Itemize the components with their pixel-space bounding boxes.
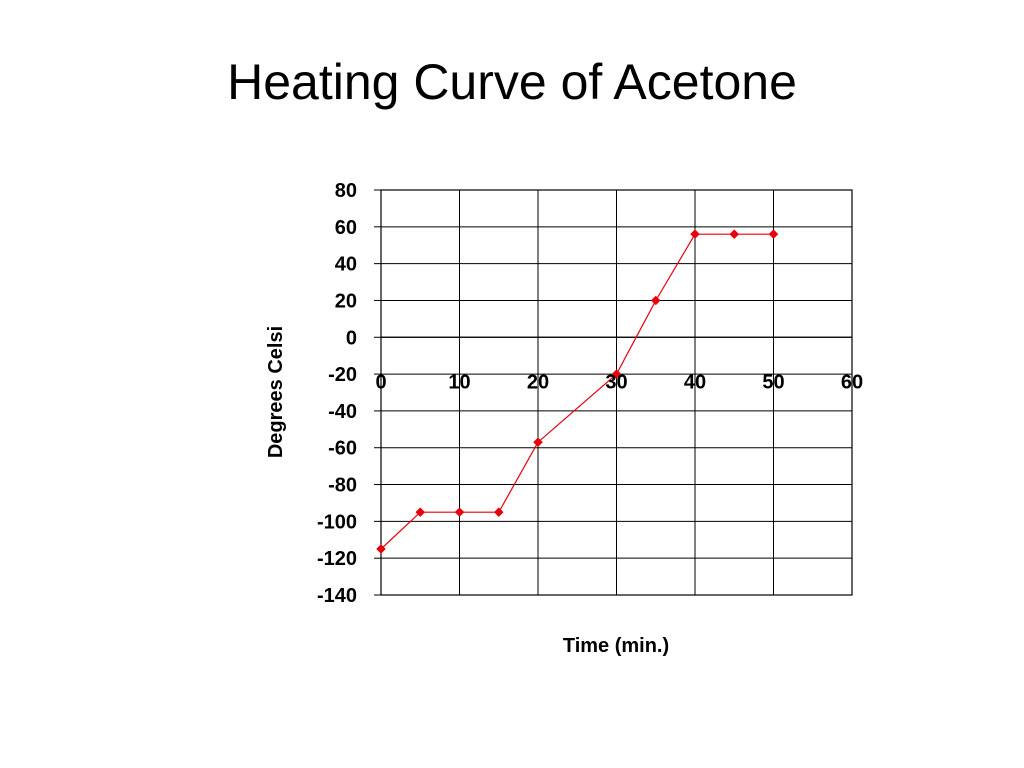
y-tick-label: -40 xyxy=(328,401,357,423)
plot-area-border xyxy=(380,189,853,596)
data-point-marker xyxy=(650,295,661,306)
data-point-marker xyxy=(376,544,386,554)
series-line xyxy=(380,233,774,550)
x-axis-title: Time (min.) xyxy=(563,635,669,657)
x-tick-label: 60 xyxy=(841,371,863,393)
data-point-marker xyxy=(415,507,426,518)
label-layer: Time (min.) Degrees Celsi 80 60 40 20 0 -20 -4… xyxy=(265,180,863,657)
x-tick-label: 50 xyxy=(762,371,784,393)
y-tick-label: 0 xyxy=(346,327,357,349)
axis-layer xyxy=(374,189,853,596)
data-point-marker xyxy=(768,229,779,240)
series-layer xyxy=(376,229,779,554)
x-tick-label: 30 xyxy=(605,371,627,393)
data-point-marker xyxy=(533,437,543,448)
y-tick-label: 20 xyxy=(335,290,357,312)
y-tick-label: -80 xyxy=(328,475,357,497)
x-tick-label: 10 xyxy=(448,371,470,393)
y-tick-label: 60 xyxy=(335,217,357,239)
data-point-marker xyxy=(729,229,740,240)
data-point-marker xyxy=(611,369,622,379)
data-point-marker xyxy=(454,507,465,518)
y-tick-label: -60 xyxy=(328,438,357,460)
y-tick-label: 40 xyxy=(335,254,357,276)
y-tick-label: -120 xyxy=(317,548,357,570)
data-point-marker xyxy=(690,229,700,240)
data-point-marker xyxy=(493,507,504,518)
x-tick-label: 40 xyxy=(684,371,706,393)
y-tick-label: -20 xyxy=(328,364,357,386)
x-tick-label: 0 xyxy=(375,371,386,393)
y-axis-title: Degrees Celsi xyxy=(265,326,287,458)
y-tick-label: -100 xyxy=(317,511,357,533)
slide-title: Heating Curve of Acetone xyxy=(227,54,797,110)
y-tick-label: 80 xyxy=(335,180,357,202)
x-tick-label: 20 xyxy=(527,371,549,393)
y-tick-label: -140 xyxy=(317,585,357,607)
